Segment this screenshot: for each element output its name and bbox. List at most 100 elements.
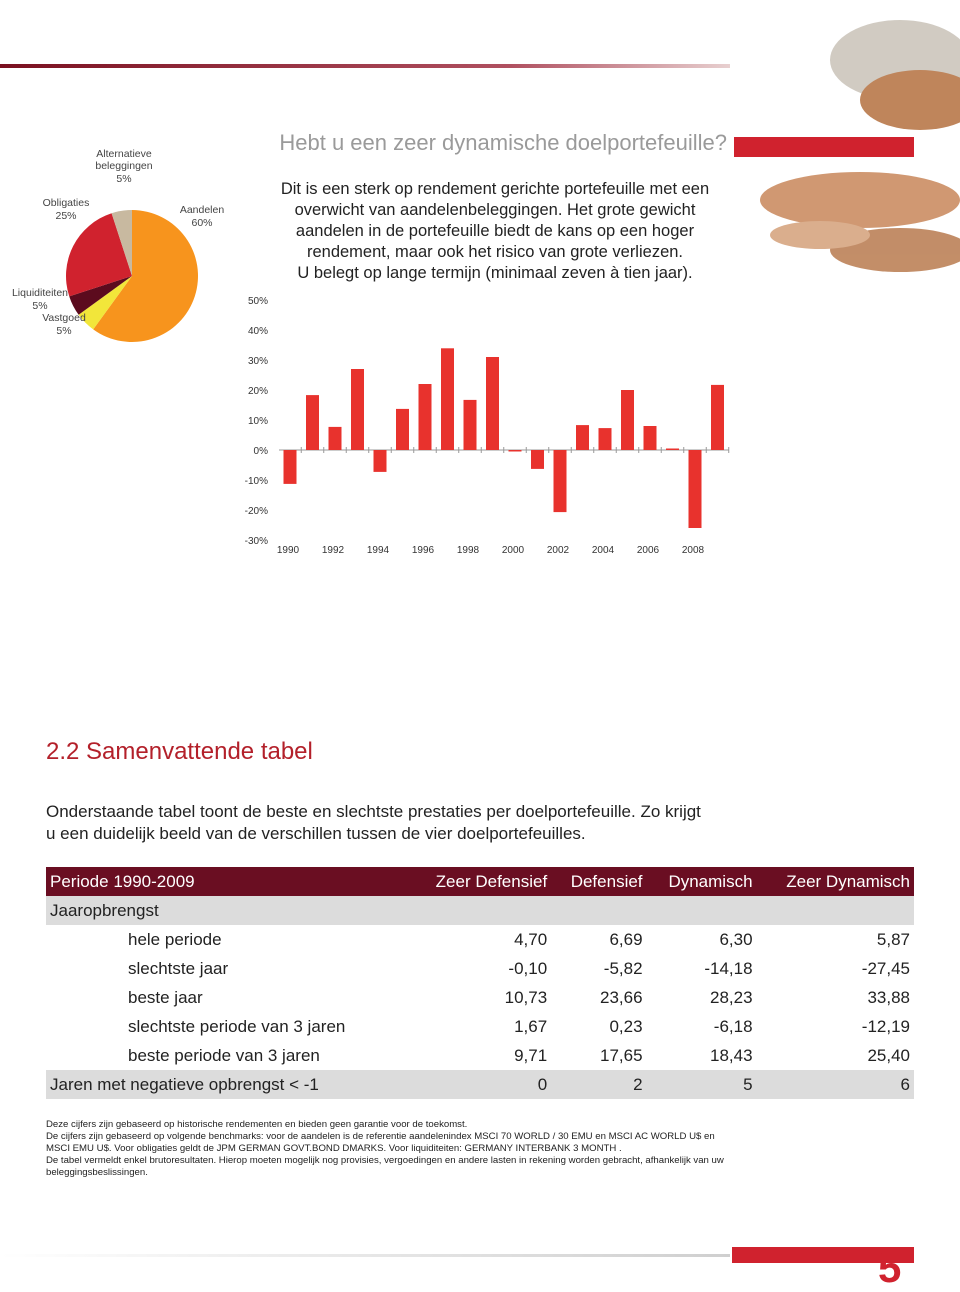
y-tick-label: 20% xyxy=(248,386,268,397)
header-cell: Zeer Dynamisch xyxy=(756,867,914,896)
table-cell: 6,69 xyxy=(609,929,643,949)
header-cell: Defensief xyxy=(551,867,647,896)
body-line: Onderstaande tabel toont de beste en sle… xyxy=(46,802,701,821)
bar xyxy=(396,408,409,450)
bar xyxy=(643,426,657,450)
table-cell: 1,67 xyxy=(514,1016,548,1036)
bar xyxy=(666,448,679,450)
table-cell: 6,30 xyxy=(719,929,753,949)
table-cell: 23,66 xyxy=(599,987,643,1007)
x-tick-label: 1990 xyxy=(277,545,300,556)
x-tick-label: 1992 xyxy=(322,545,345,556)
bar xyxy=(441,348,454,450)
table-cell: 5 xyxy=(646,1070,757,1099)
pie-label: Liquiditeiten xyxy=(12,287,68,299)
table-cell: beste jaar xyxy=(128,987,203,1007)
pie-label: Alternatieve beleggingen xyxy=(95,148,152,172)
y-tick-label: 40% xyxy=(248,326,268,337)
y-tick-label: 30% xyxy=(248,356,268,367)
footnote-line: MSCI EMU U$. Voor obligaties geldt de JP… xyxy=(46,1143,622,1154)
footnote-line: De cijfers zijn gebaseerd op volgende be… xyxy=(46,1131,715,1142)
table-cell: 17,65 xyxy=(599,1045,643,1065)
pie-value-label: 5% xyxy=(32,300,47,312)
bottom-tab xyxy=(732,1247,914,1263)
pie-slice xyxy=(93,209,199,342)
pie-value-label: 60% xyxy=(191,217,212,229)
bar xyxy=(328,426,342,450)
page-number: 5 xyxy=(878,1244,902,1291)
bottom-rule xyxy=(0,1254,730,1257)
section-body: Onderstaande tabel toont de beste en sle… xyxy=(46,801,701,845)
table-cell: 0,23 xyxy=(609,1016,643,1036)
table-cell: -14,18 xyxy=(704,958,753,978)
table-cell: -5,82 xyxy=(603,958,643,978)
bar xyxy=(576,425,589,450)
table-row: Jaren met negatieve opbrengst < -1 0 2 5 6 xyxy=(46,1070,914,1099)
y-tick-label: -20% xyxy=(245,506,268,517)
table-cell: 2 xyxy=(551,1070,647,1099)
summary-table: Periode 1990-2009 Zeer Defensief Defensief… xyxy=(46,867,914,1099)
header-cell: Zeer Defensief xyxy=(408,867,552,896)
table-cell: -12,19 xyxy=(861,1016,910,1036)
y-tick-label: -10% xyxy=(245,476,268,487)
intro: Dit is een sterk op rendement gerichte p… xyxy=(255,179,735,284)
bar xyxy=(463,399,477,450)
pie-label: Aandelen xyxy=(180,204,225,216)
bar xyxy=(486,357,499,450)
x-tick-label: 2004 xyxy=(592,545,615,556)
footnote-line: beleggingsbeslissingen. xyxy=(46,1167,148,1178)
pie-slice xyxy=(65,213,132,297)
coins-decoration xyxy=(760,20,960,272)
page-title: Hebt u een zeer dynamische doelportefeui… xyxy=(279,130,727,155)
intro-line: overwicht van aandelenbeleggingen. Het g… xyxy=(294,201,696,219)
table-header-row: Periode 1990-2009 Zeer Defensief Defensief… xyxy=(46,867,914,896)
table-cell: 6 xyxy=(756,1070,914,1099)
bar xyxy=(508,450,522,452)
bar xyxy=(351,369,364,450)
table-cell: beste periode van 3 jaren xyxy=(128,1045,320,1065)
header-cell: Periode 1990-2009 xyxy=(46,867,409,896)
table-cell: -27,45 xyxy=(861,958,910,978)
table-cell: 10,73 xyxy=(504,987,548,1007)
table-cell: 28,23 xyxy=(710,987,753,1007)
table-row: beste periode van 3 jaren 9,71 17,65 18,43 2… xyxy=(46,1041,914,1070)
table-row: beste jaar 10,73 23,66 28,23 33,88 xyxy=(46,983,914,1012)
intro-line: U belegt op lange termijn (minimaal zeve… xyxy=(297,264,693,282)
x-tick-label: 2006 xyxy=(637,545,660,556)
pie-value-label: 25% xyxy=(55,210,76,222)
pie-label: Vastgoed xyxy=(42,312,86,324)
pie-slice xyxy=(78,276,132,330)
y-tick-label: 50% xyxy=(248,296,268,307)
table-cell: slechtste periode van 3 jaren xyxy=(128,1016,346,1036)
pie-slice xyxy=(111,210,132,276)
footnotes: Deze cijfers zijn gebaseerd op historisc… xyxy=(46,1119,724,1179)
table-cell: 5,87 xyxy=(876,929,910,949)
table-cell: 0 xyxy=(408,1070,552,1099)
table-cell: Jaren met negatieve opbrengst < -1 xyxy=(46,1070,409,1099)
section-title: 2.2 Samenvattende tabel xyxy=(46,738,313,765)
pie-slice xyxy=(69,276,132,315)
pie-value-label: 5% xyxy=(56,325,71,337)
y-tick-label: 0% xyxy=(254,446,269,457)
bar xyxy=(531,450,544,469)
x-tick-label: 2008 xyxy=(682,545,705,556)
table-row: slechtste jaar -0,10 -5,82 -14,18 -27,45 xyxy=(46,954,914,983)
x-tick-label: 2002 xyxy=(547,545,570,556)
x-tick-label: 1996 xyxy=(412,545,435,556)
intro-line: aandelen in de portefeuille biedt de kan… xyxy=(295,222,695,240)
pie-value-label: 5% xyxy=(116,173,131,185)
y-tick-label: 10% xyxy=(248,416,268,427)
bar xyxy=(711,384,724,450)
table-cell: 33,88 xyxy=(867,987,910,1007)
bar xyxy=(688,450,702,528)
table-row: slechtste periode van 3 jaren 1,67 0,23 -6,… xyxy=(46,1012,914,1041)
table-cell: hele periode xyxy=(128,929,222,949)
bar xyxy=(553,450,567,513)
bar xyxy=(418,384,432,450)
pie-label: Obligaties xyxy=(43,197,90,209)
body-line: u een duidelijk beeld van de verschillen… xyxy=(46,824,586,843)
table-row: Jaaropbrengst xyxy=(46,896,914,925)
intro-line: rendement, maar ook het risico van grote… xyxy=(306,243,684,261)
